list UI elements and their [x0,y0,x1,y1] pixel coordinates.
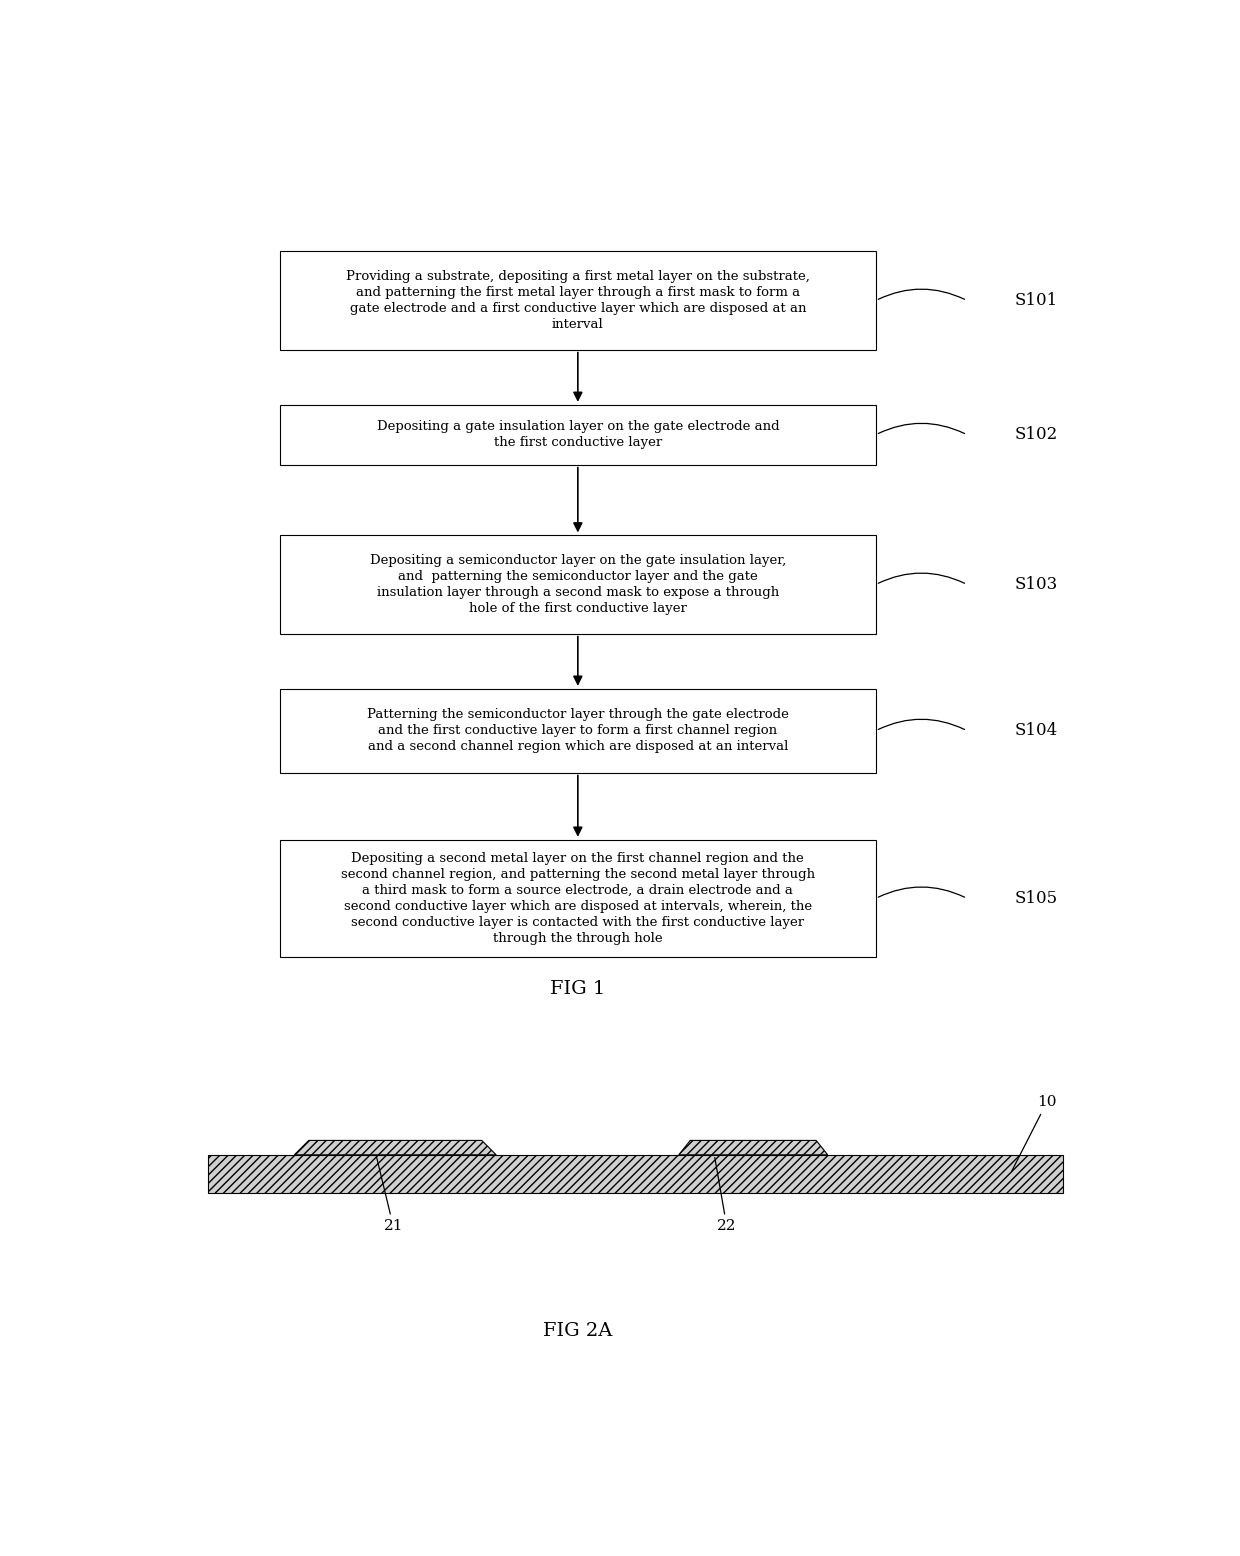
Text: S104: S104 [1016,722,1059,739]
FancyBboxPatch shape [280,840,875,957]
Polygon shape [294,1141,496,1155]
Text: S105: S105 [1016,890,1058,907]
Text: Depositing a second metal layer on the first channel region and the
second chann: Depositing a second metal layer on the f… [341,851,815,944]
Text: Depositing a gate insulation layer on the gate electrode and
the first conductiv: Depositing a gate insulation layer on th… [377,420,779,450]
Text: FIG 1: FIG 1 [551,980,605,999]
FancyBboxPatch shape [280,689,875,773]
Text: S101: S101 [1016,293,1059,310]
Text: Depositing a semiconductor layer on the gate insulation layer,
and  patterning t: Depositing a semiconductor layer on the … [370,554,786,615]
Text: Patterning the semiconductor layer through the gate electrode
and the first cond: Patterning the semiconductor layer throu… [367,708,789,753]
Text: FIG 2A: FIG 2A [543,1323,613,1340]
Text: Providing a substrate, depositing a first metal layer on the substrate,
and patt: Providing a substrate, depositing a firs… [346,271,810,331]
Text: S103: S103 [1016,576,1059,593]
Text: S102: S102 [1016,426,1059,443]
Bar [208,1155,1063,1193]
FancyBboxPatch shape [280,405,875,465]
Polygon shape [678,1141,828,1155]
FancyBboxPatch shape [280,535,875,633]
Text: 21: 21 [377,1158,403,1234]
FancyBboxPatch shape [280,252,875,350]
Text: 22: 22 [714,1158,737,1234]
Text: 10: 10 [1012,1095,1056,1172]
